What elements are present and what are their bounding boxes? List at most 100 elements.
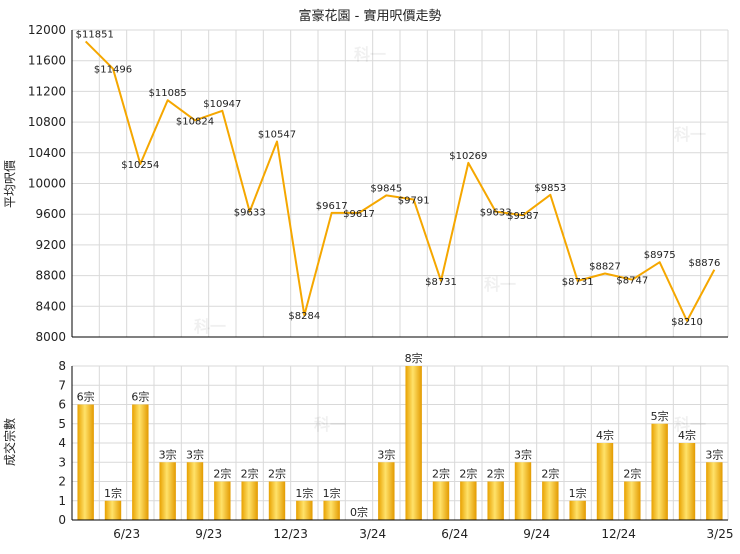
bar-data-label: 5宗 (651, 409, 669, 423)
line-y-tick-label: 8800 (35, 269, 66, 283)
bar-data-label: 6宗 (131, 390, 149, 404)
volume-bar (678, 443, 696, 520)
volume-bar (706, 462, 723, 520)
volume-bar (159, 462, 176, 520)
chart-title: 富豪花園 - 實用呎價走勢 (299, 8, 442, 24)
line-data-label: $10254 (121, 160, 159, 171)
line-data-label: $9617 (316, 201, 348, 212)
bar-y-tick-label: 2 (58, 475, 66, 489)
bar-data-label: 1宗 (104, 486, 122, 500)
x-tick-label: 12/24 (601, 527, 636, 541)
bar-y-tick-label: 1 (58, 494, 66, 508)
watermark-text: 科一 (194, 317, 226, 336)
bar-data-label: 3宗 (514, 447, 532, 461)
line-y-tick-label: 10000 (28, 177, 66, 191)
line-data-label: $9617 (343, 209, 375, 220)
bar-y-tick-label: 5 (58, 417, 66, 431)
bar-data-label: 1宗 (569, 486, 587, 500)
watermark-text: 科一 (314, 415, 346, 434)
line-y-tick-label: 11600 (28, 54, 66, 68)
bar-data-label: 4宗 (678, 428, 696, 442)
volume-bar (624, 481, 641, 520)
line-data-label: $10947 (203, 99, 241, 110)
line-y-axis-label: 平均呎價 (3, 160, 17, 208)
line-data-label: $10547 (258, 130, 296, 141)
bar-data-label: 3宗 (705, 447, 723, 461)
bar-data-label: 1宗 (323, 486, 341, 500)
bar-y-tick-label: 7 (58, 378, 66, 392)
line-data-label: $9587 (507, 211, 539, 222)
volume-bar (323, 500, 340, 520)
line-data-label: $9633 (480, 208, 512, 219)
x-tick-label: 3/24 (359, 527, 386, 541)
volume-bar (241, 481, 258, 520)
line-y-tick-label: 9200 (35, 238, 66, 252)
line-data-label: $8284 (288, 311, 320, 322)
line-y-tick-label: 8400 (35, 299, 66, 313)
line-data-label: $10269 (449, 151, 487, 162)
bar-data-label: 2宗 (623, 467, 641, 481)
line-data-label: $9845 (370, 183, 402, 194)
bar-y-tick-label: 6 (58, 398, 66, 412)
x-tick-label: 9/24 (523, 527, 550, 541)
volume-bar (542, 481, 559, 520)
line-data-label: $8210 (671, 317, 703, 328)
line-data-label: $11085 (149, 88, 187, 99)
x-tick-label: 12/23 (273, 527, 308, 541)
line-data-label: $9633 (234, 208, 266, 219)
line-data-label: $9791 (398, 196, 430, 207)
volume-bar (132, 404, 149, 520)
bar-data-label: 3宗 (186, 447, 204, 461)
bar-y-tick-label: 3 (58, 455, 66, 469)
volume-bar (405, 366, 422, 520)
line-y-tick-label: 11200 (28, 84, 66, 98)
volume-bar (432, 481, 450, 520)
line-data-label: $8975 (644, 250, 676, 261)
bar-data-label: 2宗 (459, 467, 477, 481)
line-data-label: $9853 (534, 183, 566, 194)
x-tick-label: 3/25 (707, 527, 734, 541)
volume-bar (77, 404, 94, 520)
volume-bar (214, 481, 231, 520)
volume-bar (569, 500, 586, 520)
volume-bar (651, 423, 668, 520)
bar-data-label: 1宗 (295, 486, 313, 500)
line-data-label: $11496 (94, 65, 132, 76)
line-data-label: $8747 (616, 276, 648, 287)
watermark-text: 科一 (484, 275, 516, 294)
line-data-label: $8876 (689, 258, 721, 269)
bar-data-label: 6宗 (77, 390, 95, 404)
volume-bar (487, 481, 504, 520)
bar-data-label: 2宗 (432, 467, 450, 481)
volume-bar (514, 462, 532, 520)
bar-data-label: 3宗 (159, 447, 177, 461)
volume-bar (104, 500, 122, 520)
x-tick-label: 6/24 (441, 527, 468, 541)
line-data-label: $8731 (425, 277, 457, 288)
watermark-text: 科一 (674, 125, 706, 144)
volume-bar (596, 443, 614, 520)
line-y-tick-label: 8000 (35, 330, 66, 344)
line-data-label: $10824 (176, 116, 214, 127)
line-y-tick-label: 10800 (28, 115, 66, 129)
line-y-tick-label: 12000 (28, 23, 66, 37)
watermark-text: 科一 (354, 45, 386, 64)
line-y-tick-label: 9600 (35, 207, 66, 221)
bar-y-tick-label: 8 (58, 359, 66, 373)
line-data-label: $11851 (76, 29, 114, 40)
bar-data-label: 4宗 (596, 428, 614, 442)
x-tick-label: 6/23 (113, 527, 140, 541)
bar-data-label: 3宗 (377, 447, 395, 461)
x-tick-label: 9/23 (195, 527, 222, 541)
volume-bar (460, 481, 477, 520)
price-series-line (84, 40, 716, 322)
bar-y-tick-label: 4 (58, 436, 66, 450)
line-data-label: $8731 (562, 277, 594, 288)
volume-bar (268, 481, 286, 520)
bar-data-label: 8宗 (405, 351, 423, 365)
volume-bar (378, 462, 395, 520)
bar-data-label: 2宗 (268, 467, 286, 481)
watermark-text: 科一 (674, 415, 706, 434)
